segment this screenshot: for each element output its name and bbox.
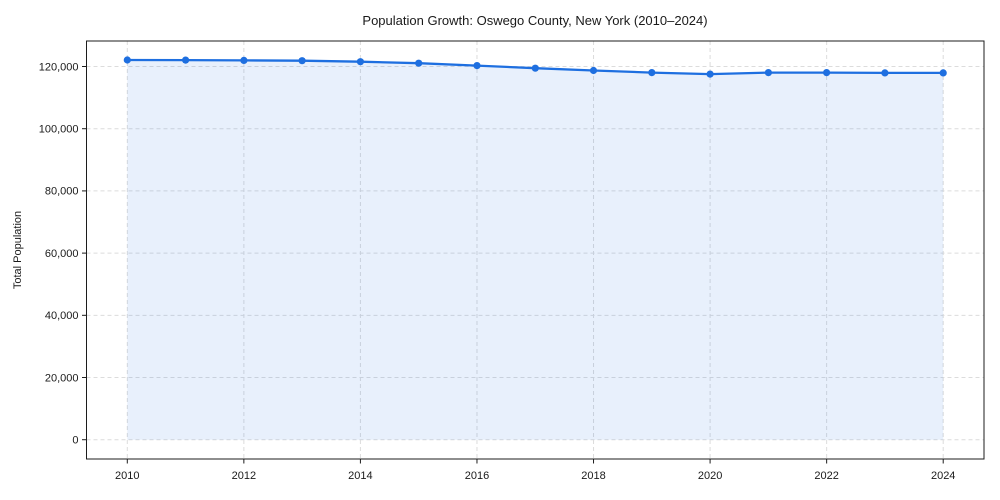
data-point-marker — [764, 69, 773, 77]
x-tick-label: 2018 — [581, 470, 605, 482]
y-tick-label: 20,000 — [45, 372, 79, 384]
data-point-marker — [589, 66, 598, 75]
x-axis-ticks: 2010 2012 2014 2016 2018 2020 2022 2024 — [115, 459, 955, 482]
x-tick-label: 2010 — [115, 470, 139, 482]
x-tick-label: 2012 — [232, 470, 256, 482]
data-point-marker — [939, 69, 947, 77]
x-tick-label: 2020 — [698, 470, 722, 482]
y-tick-label: 120,000 — [39, 61, 79, 73]
axes-spines — [86, 40, 985, 460]
data-point-markers — [123, 56, 947, 78]
data-point-marker — [298, 57, 306, 65]
data-point-marker — [531, 64, 539, 72]
data-point-marker — [648, 69, 656, 77]
series-area-fill — [127, 60, 944, 440]
data-point-marker — [473, 62, 481, 70]
data-point-marker — [881, 69, 889, 77]
y-axis-label: Total Population — [12, 211, 24, 289]
y-tick-label: 60,000 — [45, 248, 79, 260]
x-tick-label: 2022 — [814, 470, 838, 482]
y-tick-label: 100,000 — [39, 124, 79, 136]
area-fill-layer — [127, 60, 944, 440]
plot-frame — [86, 40, 985, 460]
data-point-marker — [356, 58, 364, 66]
data-point-marker — [240, 56, 248, 64]
x-tick-label: 2016 — [465, 470, 489, 482]
y-tick-label: 40,000 — [45, 310, 79, 322]
y-tick-label: 80,000 — [45, 186, 79, 198]
data-point-marker — [182, 56, 190, 64]
y-tick-label: 0 — [72, 435, 78, 447]
chart-title: Population Growth: Oswego County, New Yo… — [362, 13, 707, 28]
data-point-marker — [706, 70, 714, 78]
data-point-marker — [415, 59, 423, 67]
data-point-marker — [823, 69, 831, 77]
x-tick-label: 2014 — [348, 470, 372, 482]
data-point-marker — [123, 56, 131, 64]
y-axis-ticks: 0 20,000 40,000 60,000 80,000 100,000 120,000 — [39, 61, 87, 447]
x-tick-label: 2024 — [931, 470, 955, 482]
